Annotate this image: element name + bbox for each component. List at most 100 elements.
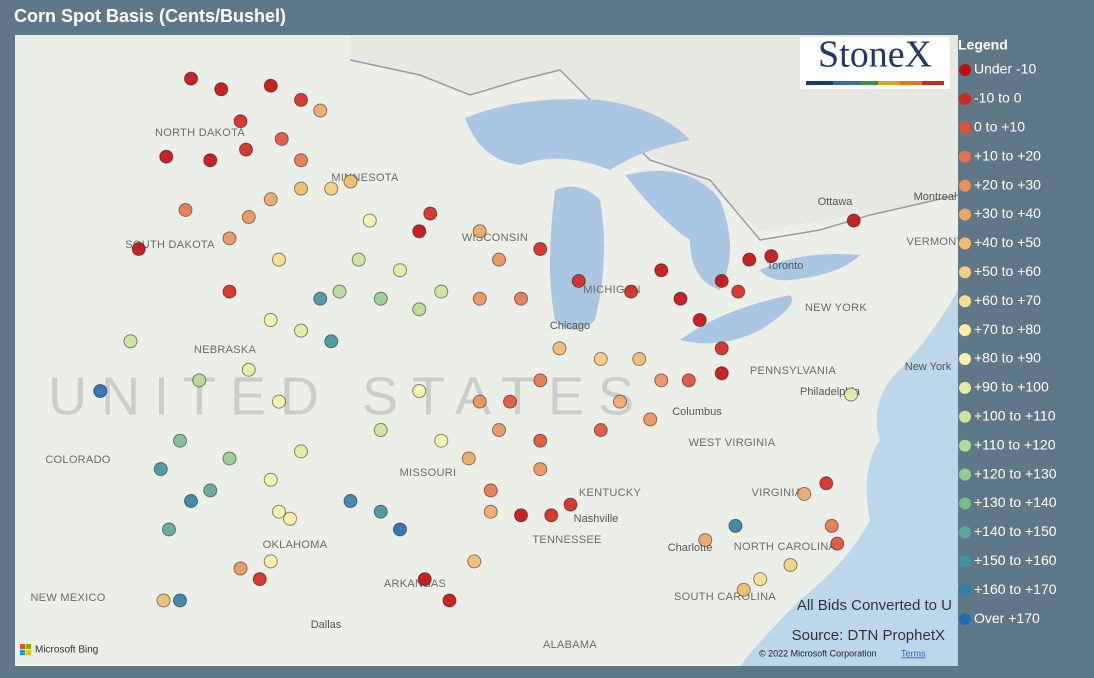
basis-point (294, 153, 308, 168)
legend-marker (959, 208, 971, 221)
basis-point (731, 284, 746, 299)
basis-point (362, 213, 377, 228)
state-label: PENNSYLVANIA (750, 365, 837, 377)
state-labels: NORTH DAKOTA SOUTH DAKOTA MINNESOTA WISCONS… (30, 127, 958, 651)
basis-point (819, 476, 834, 491)
state-label: ALABAMA (543, 639, 597, 651)
basis-point (239, 142, 253, 157)
basis-point (632, 352, 647, 367)
legend-label: 0 to +10 (974, 119, 1025, 135)
basis-point (692, 313, 707, 327)
legend-marker (959, 468, 971, 481)
legend-marker (959, 237, 971, 250)
legend-label: +100 to +110 (974, 408, 1056, 424)
basis-point (714, 341, 729, 356)
lake-ontario (760, 254, 860, 281)
basis-point (714, 366, 729, 381)
basis-point (412, 302, 427, 317)
basis-point (159, 149, 174, 164)
legend-label: +50 to +60 (974, 263, 1041, 279)
basis-point (824, 518, 839, 533)
basis-point (373, 423, 388, 438)
legend-label: -10 to 0 (974, 90, 1022, 106)
points (93, 71, 861, 608)
legend-marker (959, 410, 971, 423)
basis-point (483, 483, 498, 498)
basis-point (544, 508, 559, 523)
basis-point (654, 373, 669, 388)
basis-point (552, 341, 567, 356)
map: UNITED STATES NORTH DAKOTA SOUTH DAKOTA MI… (15, 35, 958, 666)
state-label: SOUTH CAROLINA (674, 591, 776, 603)
basis-point (233, 561, 248, 576)
basis-point (351, 252, 366, 267)
conversion-note: All Bids Converted to U (797, 597, 952, 614)
basis-point (263, 78, 278, 93)
legend-marker (959, 555, 971, 568)
basis-point (472, 394, 487, 409)
lake-michigan (550, 186, 604, 330)
legend-marker (959, 121, 971, 134)
basis-point (173, 593, 187, 608)
legend-label: +40 to +50 (974, 234, 1041, 250)
city-label: New York (905, 361, 952, 373)
city-label: Ottawa (818, 196, 854, 208)
title: Corn Spot Basis (Cents/Bushel) (14, 6, 286, 26)
legend-label: +110 to +120 (974, 436, 1056, 452)
city-label: Columbus (672, 406, 722, 418)
legend-marker (959, 353, 971, 365)
basis-point (343, 494, 358, 509)
basis-point (753, 572, 768, 587)
canada (15, 35, 958, 230)
basis-point (797, 486, 812, 501)
basis-point (313, 103, 328, 118)
state-label: NEW MEXICO (30, 592, 105, 604)
lake-superior (465, 99, 690, 170)
basis-point (492, 252, 506, 267)
basis-point (294, 181, 308, 196)
basis-point (613, 394, 627, 409)
basis-point (423, 206, 438, 221)
basis-point (654, 263, 669, 278)
basis-point (434, 284, 449, 299)
basis-point (533, 462, 548, 477)
basis-point (324, 181, 339, 196)
basis-point (467, 554, 482, 569)
legend-label: +30 to +40 (974, 205, 1041, 221)
legend-marker (959, 584, 971, 597)
basis-point (156, 593, 171, 608)
state-label: TENNESSEE (532, 534, 601, 546)
basis-point (533, 433, 548, 448)
basis-point (203, 483, 218, 498)
basis-point (742, 252, 757, 267)
logo-box (800, 37, 950, 89)
basis-point (533, 242, 548, 256)
legend-label: +80 to +90 (974, 350, 1041, 366)
legend-marker (959, 64, 971, 76)
state-label: NORTH CAROLINA (734, 541, 837, 553)
basis-point (533, 373, 548, 388)
basis-point (412, 384, 427, 398)
country-label: UNITED STATES (48, 366, 648, 426)
basis-point (434, 433, 449, 448)
basis-point (222, 231, 237, 246)
legend-marker (959, 497, 971, 510)
basis-point (294, 444, 308, 459)
basis-point (472, 291, 487, 306)
terms-link[interactable]: Terms (901, 648, 926, 658)
legend-marker (959, 179, 971, 192)
legend-label: Under -10 (974, 61, 1036, 77)
legend-marker (959, 295, 971, 308)
basis-point (844, 387, 858, 402)
basis-point (846, 213, 861, 228)
state-label: KENTUCKY (579, 487, 642, 499)
basis-point (698, 533, 713, 548)
basis-point (714, 273, 729, 288)
basis-point (241, 210, 256, 225)
basis-point (417, 572, 432, 587)
basis-point (272, 252, 286, 267)
city-labels: ChicagoColumbusNashvilleCharlottePhilade… (311, 191, 957, 631)
basis-point (263, 554, 278, 569)
